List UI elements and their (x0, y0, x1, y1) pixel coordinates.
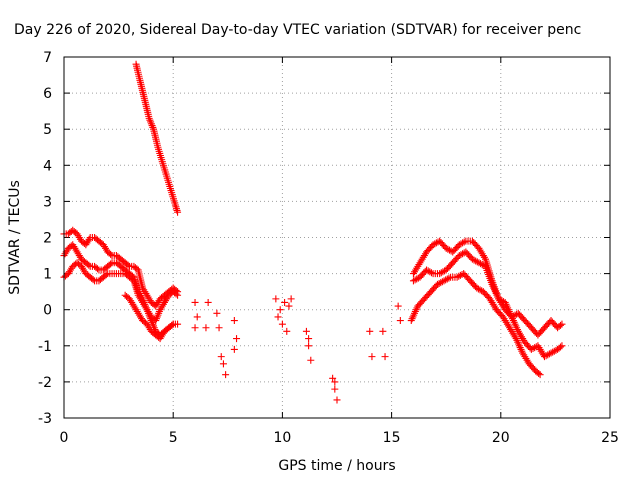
data-point (202, 324, 210, 332)
data-point (276, 306, 284, 314)
data-point (536, 371, 544, 379)
data-point (272, 295, 280, 303)
data-point (439, 268, 447, 276)
data-point (379, 327, 387, 335)
data-point (556, 321, 564, 329)
data-point (174, 291, 182, 299)
x-tick-label: 0 (60, 430, 69, 446)
data-point (396, 317, 404, 325)
data-point (302, 327, 310, 335)
data-point (558, 342, 566, 350)
data-point (333, 396, 341, 404)
data-point (331, 378, 339, 386)
data-point (230, 345, 238, 353)
data-point (381, 353, 389, 361)
x-tick-label: 25 (601, 430, 619, 446)
data-point (85, 261, 93, 269)
data-point (283, 327, 291, 335)
data-point (213, 309, 221, 317)
data-point (233, 335, 241, 343)
data-point (368, 353, 376, 361)
data-point (222, 371, 230, 379)
data-point (394, 302, 402, 310)
data-point (193, 313, 201, 321)
y-axis-label: SDTVAR / TECUs (7, 180, 23, 295)
data-point (274, 313, 282, 321)
data-point (476, 286, 484, 294)
data-point (427, 269, 435, 277)
y-tick-label: 3 (43, 194, 52, 210)
data-point (124, 261, 132, 269)
data-point (535, 369, 543, 377)
data-point (459, 239, 467, 247)
y-tick-label: -1 (38, 339, 52, 355)
x-tick-label: 10 (273, 430, 291, 446)
data-point (215, 324, 223, 332)
data-point (169, 320, 177, 328)
data-point (219, 360, 227, 368)
data-point (230, 317, 238, 325)
data-point (281, 298, 289, 306)
data-point (305, 335, 313, 343)
data-point (556, 343, 564, 351)
y-tick-label: 2 (43, 231, 52, 247)
data-point (107, 250, 115, 258)
data-point (107, 260, 115, 268)
y-tick-label: 6 (43, 86, 52, 102)
data-points (60, 60, 566, 404)
chart-title: Day 226 of 2020, Sidereal Day-to-day VTE… (14, 22, 581, 38)
data-point (168, 321, 176, 329)
data-point (102, 271, 110, 279)
data-point (174, 208, 182, 216)
data-point (426, 268, 434, 276)
data-point (217, 353, 225, 361)
data-point (287, 295, 295, 303)
data-point (366, 327, 374, 335)
x-tick-label: 5 (169, 430, 178, 446)
plot-frame (63, 56, 611, 419)
y-tick-label: 1 (43, 267, 52, 283)
y-tick-label: 7 (43, 50, 52, 66)
data-point (172, 290, 180, 298)
y-tick-label: -3 (38, 411, 52, 427)
y-tick-label: 0 (43, 303, 52, 319)
data-point (191, 298, 199, 306)
y-tick-label: 5 (43, 122, 52, 138)
x-tick-label: 15 (383, 430, 401, 446)
y-tick-label: 4 (43, 158, 52, 174)
data-point (307, 356, 315, 364)
axes: 0 5 10 15 20 25 -3 -2 -1 0 1 2 3 4 5 6 7 (38, 50, 619, 446)
data-point (93, 265, 101, 273)
y-tick-label: -2 (38, 375, 52, 391)
data-point (445, 274, 453, 282)
data-point (413, 275, 421, 283)
data-point (191, 324, 199, 332)
data-point (305, 342, 313, 350)
data-point (89, 276, 97, 284)
data-point (331, 385, 339, 393)
data-point (204, 298, 212, 306)
data-point (285, 302, 293, 310)
data-point (329, 374, 337, 382)
data-point (558, 320, 566, 328)
data-point (460, 238, 468, 246)
x-tick-label: 20 (492, 430, 510, 446)
x-axis-label: GPS time / hours (278, 458, 395, 474)
data-point (278, 320, 286, 328)
